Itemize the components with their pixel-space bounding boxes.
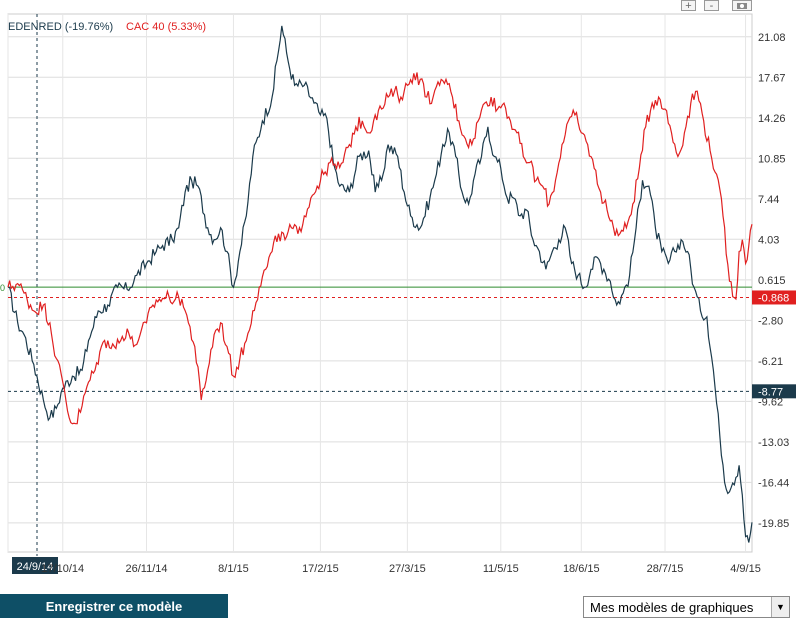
- chart-models-select[interactable]: Mes modèles de graphiques ▼: [583, 596, 790, 618]
- reference-label: -8.77: [758, 386, 783, 398]
- save-model-button[interactable]: Enregistrer ce modèle: [0, 594, 228, 618]
- y-tick-label: 0.615: [758, 275, 786, 287]
- x-tick-label: 17/2/15: [302, 563, 339, 575]
- chart-models-select-value: Mes modèles de graphiques: [590, 600, 754, 615]
- y-tick-label: -6.21: [758, 356, 783, 368]
- y-tick-label: -13.03: [758, 437, 789, 449]
- x-tick-label: 11/5/15: [483, 563, 519, 575]
- camera-icon[interactable]: [732, 0, 752, 11]
- legend: EDENRED (-19.76%) CAC 40 (5.33%): [8, 21, 206, 33]
- series-lines: [7, 25, 753, 543]
- reference-badge: [752, 290, 796, 305]
- crosshair-x-badge: [12, 557, 58, 574]
- y-tick-label: -9.62: [758, 396, 783, 408]
- legend-entry: CAC 40 (5.33%): [126, 21, 206, 33]
- grid-lines: [7, 13, 753, 556]
- y-axis-ticks: 21.08 17.67 14.26 10.85 7.44 4.03 0.615 -2.80 -6…: [758, 32, 789, 530]
- x-tick-label: 18/6/15: [563, 563, 600, 575]
- y-tick-label: 4.03: [758, 234, 779, 246]
- x-tick-label: 4/9/15: [730, 563, 761, 575]
- reference-label: -0.868: [758, 292, 789, 304]
- reference-lines: 0 -0.868 -8.77: [0, 283, 796, 399]
- legend-entry: EDENRED (-19.76%): [8, 21, 113, 33]
- series-line-cac-40: [7, 72, 753, 425]
- y-tick-label: 10.85: [758, 153, 786, 165]
- x-tick-label: 17/10/14: [41, 563, 84, 575]
- reference-badge: [752, 384, 796, 399]
- x-tick-label: 26/11/14: [125, 563, 167, 575]
- y-tick-label: -16.44: [758, 477, 789, 489]
- y-tick-label: 14.26: [758, 113, 786, 125]
- zoom-in-button[interactable]: +: [681, 0, 696, 12]
- x-tick-label: 28/7/15: [647, 563, 684, 575]
- reference-label: 0: [0, 283, 5, 293]
- y-tick-label: 17.67: [758, 72, 786, 84]
- chevron-down-icon[interactable]: ▼: [771, 597, 789, 617]
- x-tick-label: 24/9/14: [17, 561, 54, 573]
- y-tick-label: 21.08: [758, 32, 786, 44]
- x-tick-label: 27/3/15: [389, 563, 426, 575]
- y-tick-label: -2.80: [758, 315, 783, 327]
- zoom-out-button[interactable]: -: [704, 0, 719, 12]
- series-line-edenred: [7, 25, 753, 543]
- x-tick-label: 8/1/15: [218, 563, 249, 575]
- y-tick-label: 7.44: [758, 194, 779, 206]
- y-tick-label: -19.85: [758, 518, 789, 530]
